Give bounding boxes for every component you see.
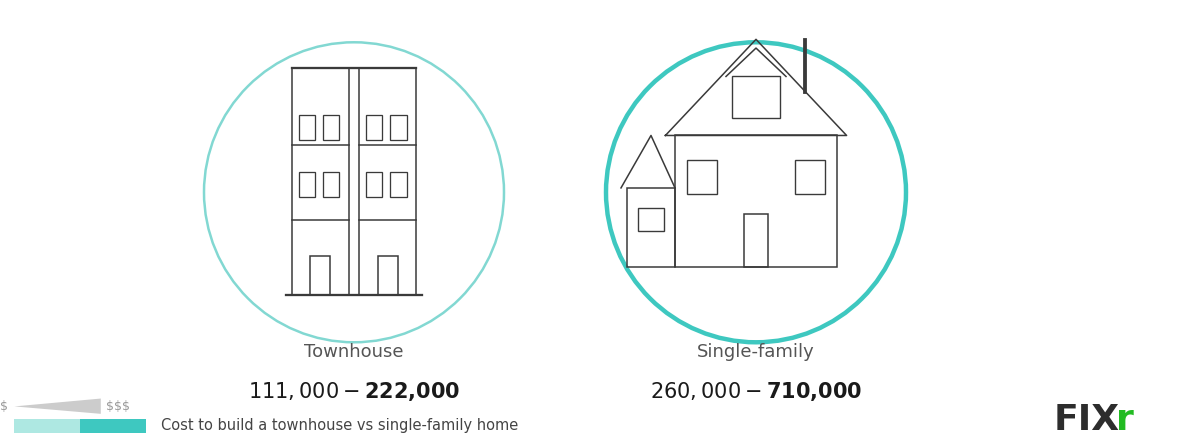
Bar bbox=[299, 115, 314, 140]
Bar bbox=[323, 115, 340, 140]
Bar bbox=[638, 208, 665, 231]
Text: Single-family: Single-family bbox=[697, 343, 815, 361]
Bar bbox=[299, 172, 314, 197]
Text: FIX: FIX bbox=[1054, 403, 1120, 437]
Bar bbox=[323, 172, 340, 197]
Polygon shape bbox=[14, 399, 101, 414]
Bar bbox=[311, 257, 330, 295]
Bar bbox=[686, 160, 718, 194]
Bar bbox=[292, 68, 349, 295]
Bar bbox=[674, 135, 838, 267]
Bar bbox=[14, 419, 80, 433]
Text: $: $ bbox=[0, 400, 8, 413]
Text: $$$: $$$ bbox=[106, 400, 130, 413]
Bar bbox=[628, 188, 674, 267]
Bar bbox=[80, 419, 146, 433]
Bar bbox=[732, 76, 780, 118]
Bar bbox=[390, 172, 407, 197]
Text: Townhouse: Townhouse bbox=[305, 343, 403, 361]
Bar bbox=[366, 115, 382, 140]
Text: $111,000 - $222,000: $111,000 - $222,000 bbox=[248, 380, 460, 402]
Text: $260,000 - $710,000: $260,000 - $710,000 bbox=[650, 380, 862, 402]
Bar bbox=[366, 172, 382, 197]
Bar bbox=[390, 115, 407, 140]
Text: r: r bbox=[1116, 403, 1134, 437]
Bar bbox=[796, 160, 826, 194]
Bar bbox=[359, 68, 416, 295]
Bar bbox=[744, 214, 768, 267]
Text: Cost to build a townhouse vs single-family home: Cost to build a townhouse vs single-fami… bbox=[161, 418, 518, 433]
Bar bbox=[378, 257, 397, 295]
